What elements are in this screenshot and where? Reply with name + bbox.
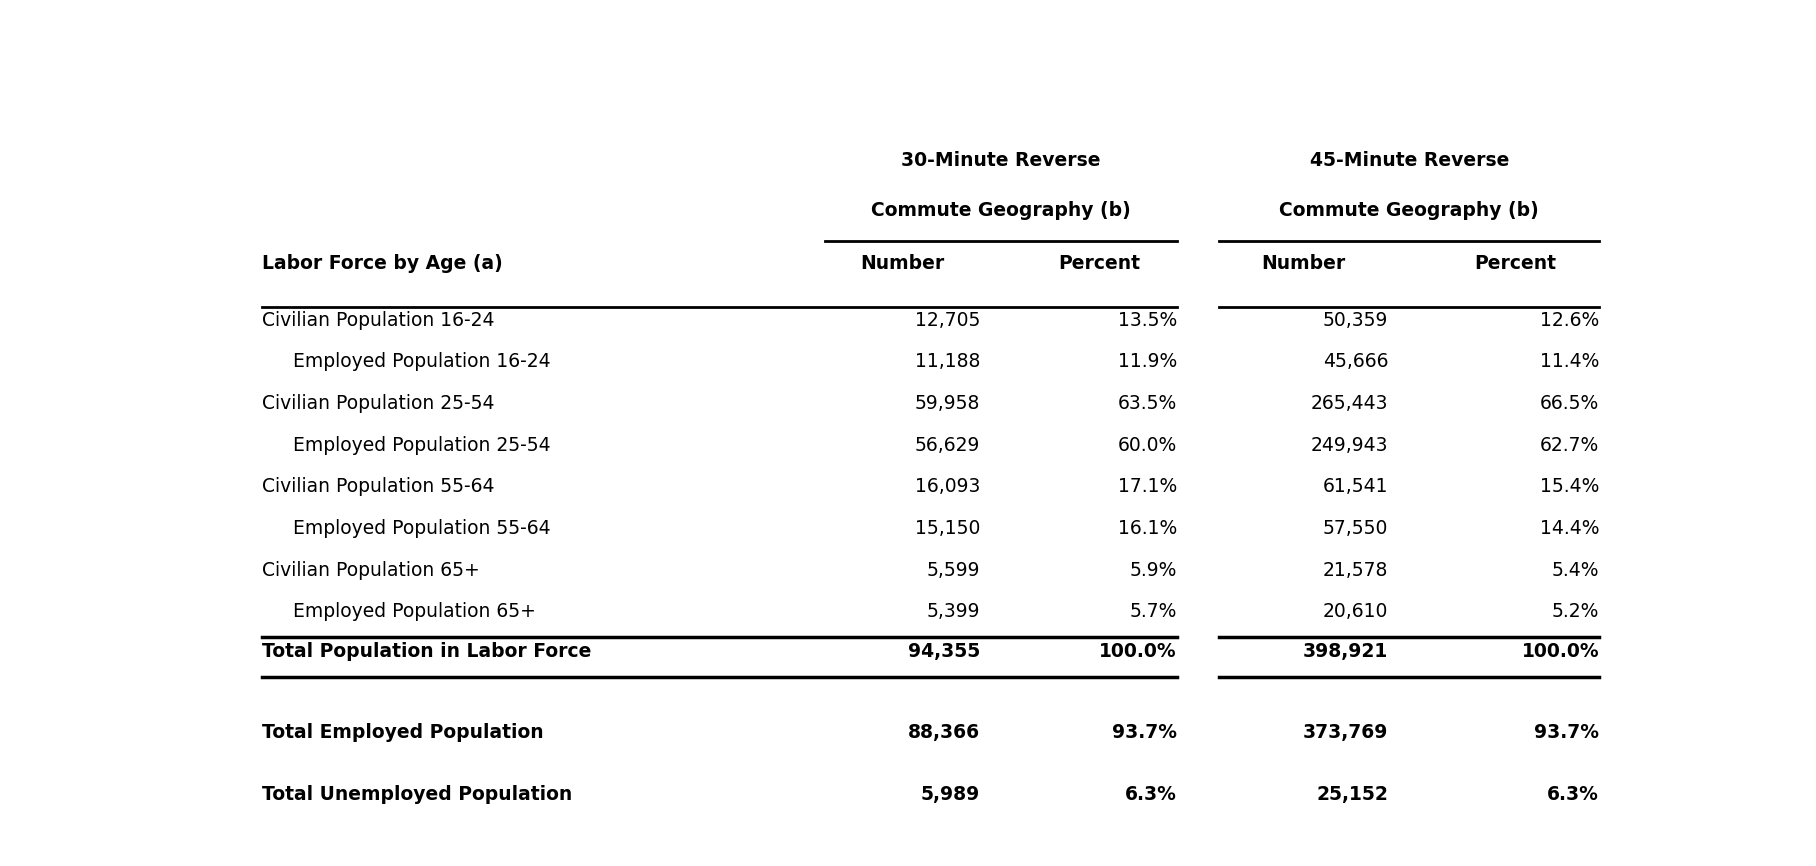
Text: 12,705: 12,705 (915, 311, 981, 330)
Text: Civilian Population 65+: Civilian Population 65+ (262, 560, 479, 579)
Text: 93.7%: 93.7% (1111, 723, 1177, 742)
Text: Total Population in Labor Force: Total Population in Labor Force (262, 642, 592, 661)
Text: 5,599: 5,599 (926, 560, 981, 579)
Text: 5.9%: 5.9% (1130, 560, 1177, 579)
Text: 6.3%: 6.3% (1547, 785, 1600, 805)
Text: 100.0%: 100.0% (1099, 642, 1177, 661)
Text: 15,150: 15,150 (915, 519, 981, 538)
Text: Percent: Percent (1475, 254, 1556, 273)
Text: 56,629: 56,629 (915, 436, 981, 455)
Text: 88,366: 88,366 (908, 723, 981, 742)
Text: 265,443: 265,443 (1311, 394, 1387, 413)
Text: 61,541: 61,541 (1322, 477, 1387, 496)
Text: Civilian Population 55-64: Civilian Population 55-64 (262, 477, 494, 496)
Text: Number: Number (1262, 254, 1346, 273)
Text: Total Employed Population: Total Employed Population (262, 723, 543, 742)
Text: 25,152: 25,152 (1317, 785, 1387, 805)
Text: 5,989: 5,989 (921, 785, 981, 805)
Text: 11.4%: 11.4% (1540, 352, 1600, 372)
Text: Civilian Population 16-24: Civilian Population 16-24 (262, 311, 494, 330)
Text: 30-Minute Reverse: 30-Minute Reverse (901, 151, 1100, 170)
Text: 6.3%: 6.3% (1126, 785, 1177, 805)
Text: 11.9%: 11.9% (1117, 352, 1177, 372)
Text: 16,093: 16,093 (915, 477, 981, 496)
Text: Labor Force by Age (a): Labor Force by Age (a) (262, 254, 503, 273)
Text: Number: Number (861, 254, 944, 273)
Text: 50,359: 50,359 (1322, 311, 1387, 330)
Text: 373,769: 373,769 (1302, 723, 1387, 742)
Text: Commute Geography (b): Commute Geography (b) (1278, 201, 1540, 220)
Text: Employed Population 16-24: Employed Population 16-24 (292, 352, 550, 372)
Text: Total Unemployed Population: Total Unemployed Population (262, 785, 572, 805)
Text: 5.2%: 5.2% (1553, 603, 1600, 622)
Text: Commute Geography (b): Commute Geography (b) (872, 201, 1131, 220)
Text: 16.1%: 16.1% (1117, 519, 1177, 538)
Text: 11,188: 11,188 (915, 352, 981, 372)
Text: 13.5%: 13.5% (1117, 311, 1177, 330)
Text: 60.0%: 60.0% (1117, 436, 1177, 455)
Text: Employed Population 65+: Employed Population 65+ (292, 603, 536, 622)
Text: 249,943: 249,943 (1311, 436, 1387, 455)
Text: 62.7%: 62.7% (1540, 436, 1600, 455)
Text: 57,550: 57,550 (1322, 519, 1387, 538)
Text: Percent: Percent (1059, 254, 1140, 273)
Text: 100.0%: 100.0% (1522, 642, 1600, 661)
Text: 12.6%: 12.6% (1540, 311, 1600, 330)
Text: Employed Population 25-54: Employed Population 25-54 (292, 436, 550, 455)
Text: 5,399: 5,399 (926, 603, 981, 622)
Text: 5.7%: 5.7% (1130, 603, 1177, 622)
Text: 59,958: 59,958 (915, 394, 981, 413)
Text: 398,921: 398,921 (1302, 642, 1387, 661)
Text: 45,666: 45,666 (1322, 352, 1387, 372)
Text: 45-Minute Reverse: 45-Minute Reverse (1309, 151, 1509, 170)
Text: 63.5%: 63.5% (1117, 394, 1177, 413)
Text: 17.1%: 17.1% (1117, 477, 1177, 496)
Text: 5.4%: 5.4% (1551, 560, 1600, 579)
Text: 66.5%: 66.5% (1540, 394, 1600, 413)
Text: Civilian Population 25-54: Civilian Population 25-54 (262, 394, 494, 413)
Text: 14.4%: 14.4% (1540, 519, 1600, 538)
Text: Employed Population 55-64: Employed Population 55-64 (292, 519, 550, 538)
Text: 94,355: 94,355 (908, 642, 981, 661)
Text: 20,610: 20,610 (1322, 603, 1387, 622)
Text: 21,578: 21,578 (1322, 560, 1387, 579)
Text: 15.4%: 15.4% (1540, 477, 1600, 496)
Text: 93.7%: 93.7% (1535, 723, 1600, 742)
